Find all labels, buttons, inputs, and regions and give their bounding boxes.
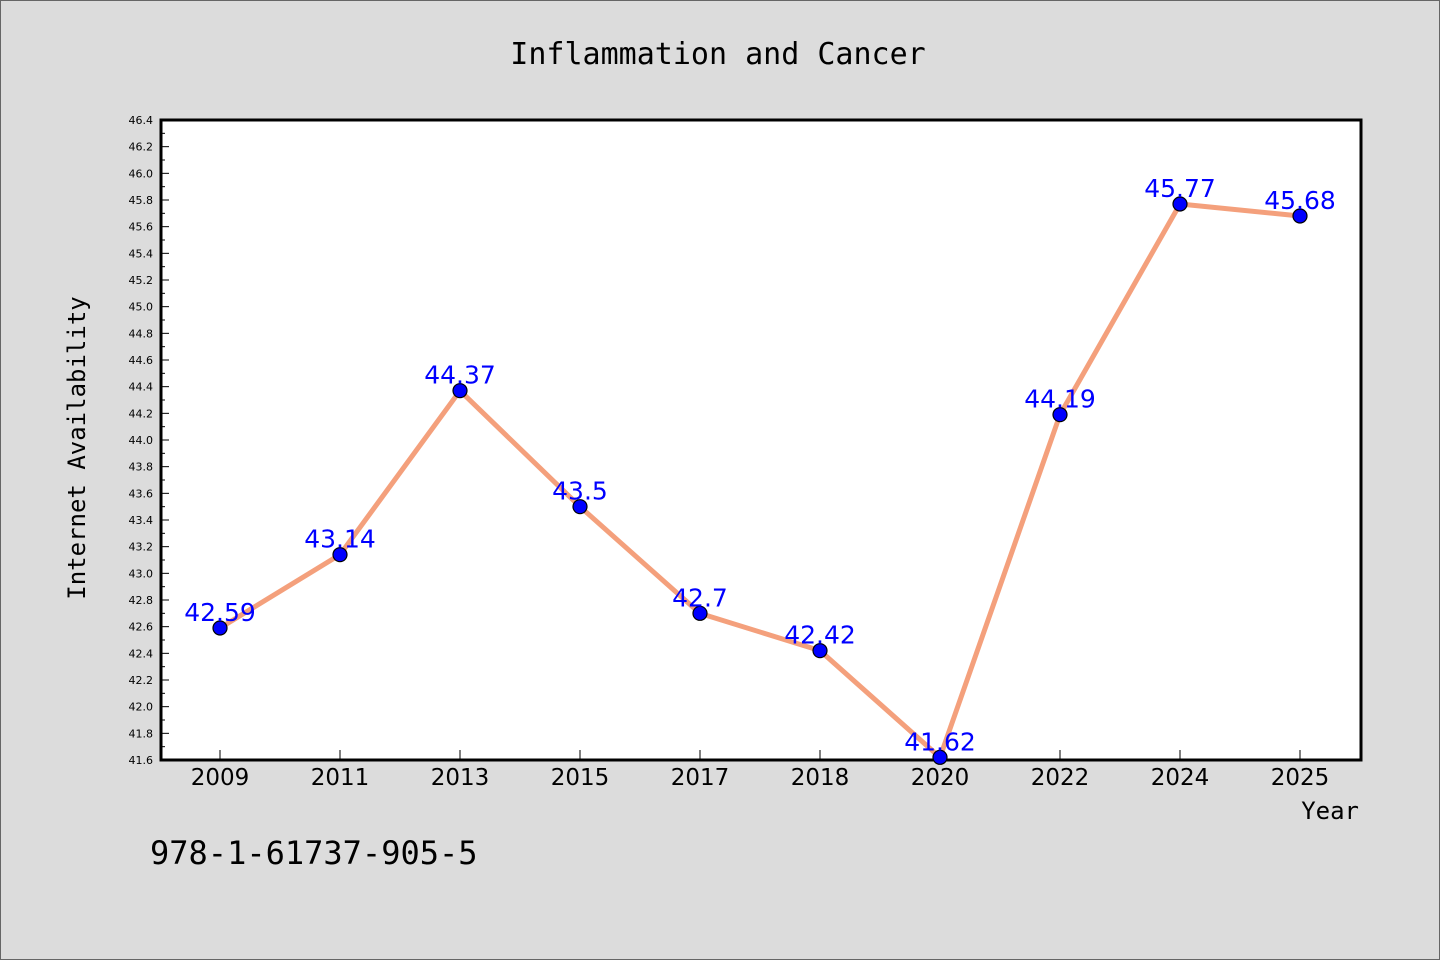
y-tick-label: 42.2 [129,674,154,687]
data-label: 41.62 [904,727,976,756]
data-point [1292,208,1308,224]
x-tick-label: 2022 [1031,765,1090,791]
y-tick-label: 43.2 [129,541,154,554]
y-tick-label: 46.2 [129,141,154,154]
y-tick-label: 41.8 [129,727,154,740]
x-tick-label: 2015 [551,765,610,791]
series-line [218,201,1301,760]
y-tick-label: 43.6 [129,487,154,500]
y-axis-label: Internet Availability [63,296,91,599]
y-tick-label: 46.4 [129,114,154,127]
x-tick-label: 2013 [431,765,490,791]
data-label: 44.37 [424,361,496,390]
y-tick-label: 44.4 [129,381,154,394]
data-label: 42.7 [672,583,728,612]
y-tick-label: 46.0 [129,167,154,180]
data-point [1052,407,1068,423]
data-point [1172,196,1188,212]
y-tick-label: 45.2 [129,274,154,287]
data-point [212,620,228,636]
x-tick-label: 2011 [311,765,370,791]
data-label: 45.68 [1264,186,1336,215]
y-tick-label: 44.0 [129,434,154,447]
y-tick-label: 45.4 [129,247,154,260]
data-point [812,643,828,659]
x-tick-label: 2018 [791,765,850,791]
x-tick-label: 2009 [191,765,250,791]
x-tick-label: 2017 [671,765,730,791]
data-label: 45.77 [1144,174,1216,203]
series-line-group: 42.59 43.14 44.37 43.5 42.7 42.42 41.62 44.19 45… [184,174,1336,765]
data-point [932,749,948,765]
x-axis-label: Year [1301,797,1359,825]
y-tick-label: 42.4 [129,647,154,660]
data-label: 44.19 [1024,385,1096,414]
data-label: 43.14 [304,525,376,554]
y-tick-label: 41.6 [129,754,154,767]
data-point [332,547,348,563]
y-tick-label: 44.6 [129,354,154,367]
data-point [692,605,708,621]
y-axis: 41.6 41.8 42.0 42.2 42.4 42.6 42.8 43.0 43.2 43.4… [129,114,169,767]
isbn-text: 978-1-61737-905-5 [150,834,478,872]
data-point [452,383,468,399]
y-tick-label: 43.4 [129,514,154,527]
y-tick-label: 42.6 [129,621,154,634]
y-tick-label: 42.8 [129,594,154,607]
y-tick-label: 44.8 [129,327,154,340]
data-label: 42.42 [784,621,856,650]
y-tick-label: 45.8 [129,194,154,207]
y-tick-label: 45.0 [129,301,154,314]
x-tick-label: 2024 [1151,765,1210,791]
chart-title: Inflammation and Cancer [510,37,925,72]
y-tick-label: 44.2 [129,407,154,420]
x-tick-label: 2025 [1271,765,1330,791]
y-tick-label: 45.6 [129,221,154,234]
data-label: 43.5 [552,477,608,506]
data-point [572,499,588,515]
plot-area [159,118,1363,762]
x-tick-label: 2020 [911,765,970,791]
y-tick-label: 43.8 [129,461,154,474]
y-tick-label: 43.0 [129,567,154,580]
y-tick-label: 42.0 [129,701,154,714]
data-label: 42.59 [184,598,256,627]
x-axis: 2009 2011 2013 2015 2017 2018 2020 2022 2024 2025 [191,750,1330,791]
